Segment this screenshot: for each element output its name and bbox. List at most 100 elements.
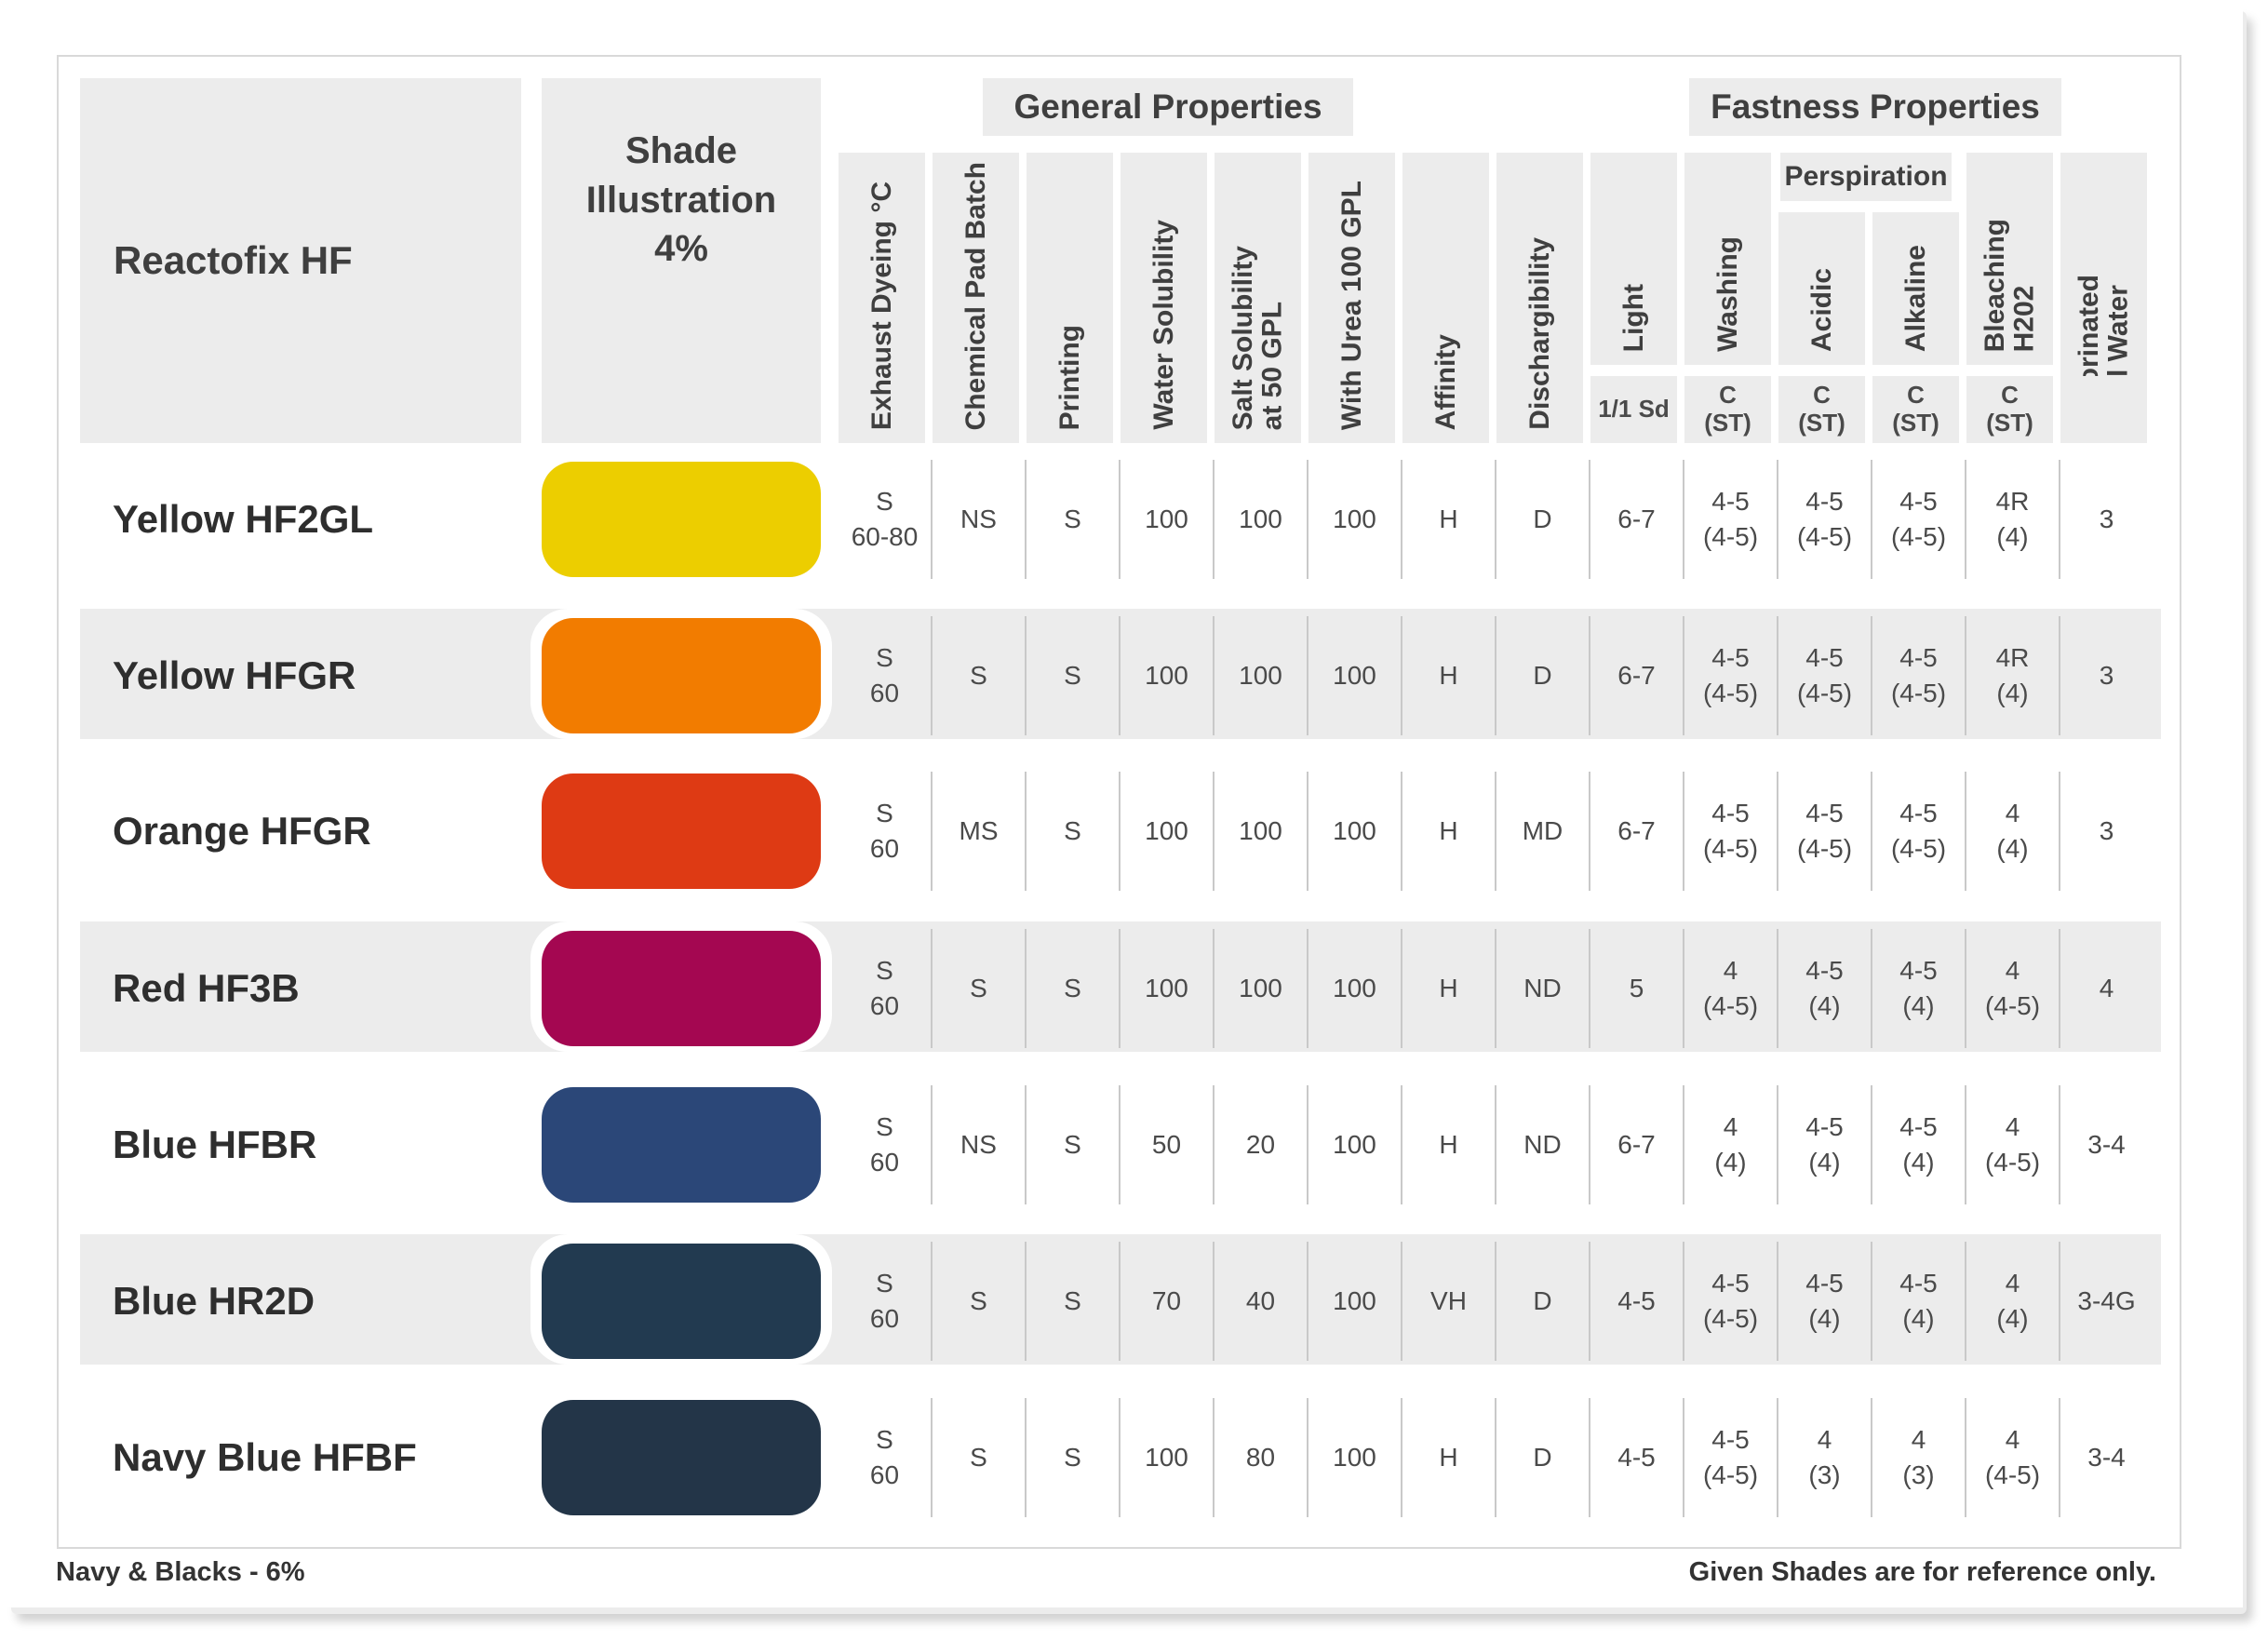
- cell-exhaust: S 60-80: [838, 462, 932, 577]
- cell-value: (4-5): [1796, 522, 1853, 551]
- cell-value: 60: [869, 1460, 900, 1489]
- cell-value: 60: [869, 834, 900, 863]
- cell-value: 4-5: [1805, 487, 1844, 517]
- cell-value: 6-7: [1617, 1130, 1656, 1160]
- cell-value: 100: [1239, 974, 1282, 1003]
- cell-salt: 100: [1214, 462, 1308, 577]
- cell-value: (4): [1902, 1148, 1935, 1177]
- perspiration-header: Perspiration: [1780, 153, 1952, 201]
- dye-name: Yellow HF2GL: [113, 497, 374, 541]
- cell-urea: 100: [1308, 1400, 1402, 1515]
- cell-affinity: H: [1402, 1087, 1496, 1203]
- cell-discharge: D: [1496, 462, 1590, 577]
- cell-value: 20: [1245, 1130, 1276, 1160]
- cell-salt: 100: [1214, 618, 1308, 733]
- footer-note-left: Navy & Blacks - 6%: [56, 1557, 305, 1587]
- column-header-label: Bleaching H202: [1979, 218, 2040, 352]
- column-separator: [1589, 1085, 1590, 1204]
- cell-light: 6-7: [1590, 1087, 1684, 1203]
- cell-pool: 4: [2060, 931, 2154, 1046]
- column-header-label: Dischargibility: [1523, 237, 1555, 430]
- cell-value: 3: [2099, 816, 2114, 846]
- column-header-label: With Urea 100 GPL: [1335, 180, 1367, 430]
- column-separator: [1871, 1085, 1872, 1204]
- column-header-label: Washing: [1711, 236, 1743, 352]
- column-separator: [1025, 1085, 1027, 1204]
- column-separator: [1683, 1085, 1684, 1204]
- cell-value: D: [1533, 661, 1552, 691]
- column-separator: [1401, 772, 1402, 891]
- column-separator: [1683, 616, 1684, 735]
- cell-value: 4-5: [1899, 643, 1938, 673]
- column-separator: [2059, 460, 2060, 579]
- cell-value: S: [1064, 816, 1081, 846]
- cell-value: 40: [1245, 1286, 1276, 1316]
- column-separator: [1495, 1398, 1496, 1517]
- cell-value: (4-5): [1702, 522, 1759, 551]
- cell-value: 100: [1333, 504, 1376, 534]
- cell-alkaline: 4-5 (4): [1872, 1244, 1966, 1359]
- cell-value: VH: [1430, 1286, 1467, 1316]
- cell-value: (4-5): [1984, 1148, 2041, 1177]
- cell-value: 80: [1245, 1443, 1276, 1473]
- cell-value: 100: [1333, 816, 1376, 846]
- column-separator: [1589, 929, 1590, 1048]
- column-separator: [2059, 772, 2060, 891]
- column-separator: [1307, 1398, 1308, 1517]
- column-separator: [1119, 1085, 1121, 1204]
- dye-name: Yellow HFGR: [113, 653, 356, 697]
- product-title: Reactofix HF: [114, 238, 353, 282]
- cell-salt: 20: [1214, 1087, 1308, 1203]
- cell-value: S: [876, 956, 893, 986]
- cell-value: S: [970, 1443, 987, 1473]
- cell-discharge: D: [1496, 1400, 1590, 1515]
- cell-value: 4-5: [1899, 956, 1938, 986]
- cell-value: S: [1064, 1286, 1081, 1316]
- column-separator: [1683, 772, 1684, 891]
- shade-swatch: [542, 1087, 821, 1203]
- cell-pool: 3-4: [2060, 1087, 2154, 1203]
- cell-value: S: [970, 661, 987, 691]
- cell-urea: 100: [1308, 618, 1402, 733]
- column-header-label: Water Solubility: [1147, 220, 1179, 430]
- cell-value: 50: [1151, 1130, 1182, 1160]
- cell-value: 4-5: [1805, 1112, 1844, 1142]
- cell-value: S: [876, 799, 893, 828]
- cell-discharge: D: [1496, 618, 1590, 733]
- cell-value: (4-5): [1702, 834, 1759, 863]
- cell-value: 4-5: [1711, 1425, 1750, 1455]
- cell-value: 4-5: [1899, 1269, 1938, 1298]
- cell-bleach: 4 (4-5): [1966, 1087, 2060, 1203]
- cell-light: 6-7: [1590, 618, 1684, 733]
- column-separator: [1965, 1085, 1966, 1204]
- general-properties-header: General Properties: [983, 78, 1353, 136]
- cell-value: (4-5): [1702, 1460, 1759, 1489]
- cell-value: (4-5): [1890, 522, 1947, 551]
- cell-value: 3-4G: [2077, 1286, 2136, 1316]
- cell-value: D: [1533, 1443, 1552, 1473]
- cell-water: 100: [1120, 773, 1214, 889]
- cell-value: 4-5: [1899, 799, 1938, 828]
- cell-discharge: ND: [1496, 1087, 1590, 1203]
- column-header-label: Light: [1617, 283, 1649, 352]
- cell-salt: 100: [1214, 773, 1308, 889]
- cell-bleach: 4R (4): [1966, 462, 2060, 577]
- column-separator: [931, 1085, 933, 1204]
- cell-salt: 100: [1214, 931, 1308, 1046]
- column-separator: [1965, 1398, 1966, 1517]
- column-separator: [931, 460, 933, 579]
- cell-urea: 100: [1308, 462, 1402, 577]
- column-separator: [1213, 1398, 1215, 1517]
- column-separator: [1213, 460, 1215, 579]
- cell-value: 3-4: [2087, 1443, 2126, 1473]
- column-header-label: Chemical Pad Batch: [960, 161, 991, 430]
- cell-value: (4-5): [1796, 834, 1853, 863]
- cell-value: 4: [1723, 956, 1738, 986]
- cell-value: (4): [1996, 522, 2029, 551]
- column-subheader-pool: [2060, 376, 2147, 443]
- column-subheader-line: C: [1907, 381, 1925, 410]
- cell-value: 4-5: [1711, 487, 1750, 517]
- column-header-light: Light: [1590, 153, 1677, 365]
- column-separator: [1871, 1398, 1872, 1517]
- column-separator: [1683, 460, 1684, 579]
